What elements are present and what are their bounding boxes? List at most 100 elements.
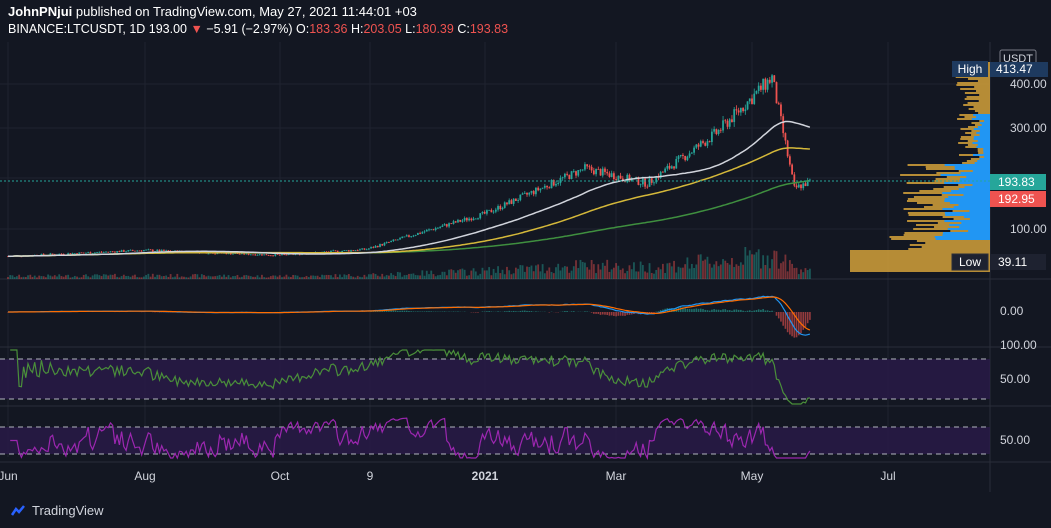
volume-bar xyxy=(240,276,243,279)
time-axis[interactable]: Jun Aug Oct 9 2021 Mar May Jul xyxy=(0,469,896,483)
candle-body xyxy=(142,250,145,252)
candle-body xyxy=(76,253,78,255)
candle-body xyxy=(686,156,689,161)
macd-histogram-bar xyxy=(806,312,809,324)
macd-histogram-bar xyxy=(793,312,796,338)
tradingview-logo[interactable]: TradingView xyxy=(10,503,104,518)
volume-bar xyxy=(423,275,426,279)
volume-bar xyxy=(592,264,595,279)
volume-profile-value-area xyxy=(942,234,990,236)
candle-body xyxy=(472,218,475,221)
candle-body xyxy=(167,250,170,252)
candle-body xyxy=(131,249,134,251)
macd-histogram-bar xyxy=(782,312,784,326)
candle-body xyxy=(261,254,263,256)
candle-body xyxy=(744,109,747,112)
volume-profile-value-area xyxy=(973,138,990,140)
volume-bar xyxy=(612,267,615,279)
volume-bar xyxy=(20,277,23,279)
macd-histogram-bar xyxy=(653,312,655,313)
volume-bar xyxy=(550,271,553,279)
candle-body xyxy=(508,200,511,205)
volume-bar xyxy=(526,266,528,279)
volume-bar xyxy=(521,265,524,279)
macd-histogram-bar xyxy=(728,310,731,312)
volume-bar xyxy=(586,267,589,279)
candle-body xyxy=(441,225,444,227)
candle-body xyxy=(474,218,477,220)
volume-bar xyxy=(403,275,406,279)
macd-histogram-bar xyxy=(521,310,524,312)
symbol-label[interactable]: BINANCE:LTCUSDT, 1D xyxy=(8,22,146,36)
volume-profile-value-area xyxy=(977,140,990,142)
chart-area[interactable]: USDT 400.00 300.00 100.00 413.47 High 19… xyxy=(0,42,1051,492)
candle-body xyxy=(232,253,234,255)
volume-bar xyxy=(330,275,332,279)
macd-histogram-bar xyxy=(566,311,568,312)
macd-histogram-bar xyxy=(619,312,622,316)
volume-profile-value-area xyxy=(958,188,990,190)
candle-body xyxy=(586,164,589,167)
volume-bar xyxy=(719,264,722,279)
volume-bar xyxy=(56,276,58,279)
candle-body xyxy=(809,179,811,181)
volume-bar xyxy=(486,270,488,279)
volume-bar xyxy=(768,268,771,279)
macd-histogram-bar xyxy=(379,311,381,312)
volume-bar xyxy=(359,276,361,279)
candle-body xyxy=(109,251,112,253)
volume-bar xyxy=(356,275,359,279)
volume-bar xyxy=(62,276,65,279)
macd-histogram-bar xyxy=(399,310,401,312)
volume-profile-row xyxy=(850,266,990,268)
candle-body xyxy=(457,219,459,223)
macd-histogram-bar xyxy=(570,311,573,312)
volume-bar xyxy=(105,274,107,279)
time-label-mar: Mar xyxy=(606,469,627,483)
candle-body xyxy=(588,166,591,168)
volume-bar xyxy=(49,275,52,279)
macd-histogram-bar xyxy=(610,312,613,316)
macd-histogram-bar xyxy=(711,309,713,312)
price-axis[interactable]: USDT 400.00 300.00 100.00 413.47 High 19… xyxy=(951,49,1048,271)
candle-body xyxy=(494,209,497,212)
volume-bar xyxy=(512,273,515,279)
candle-body xyxy=(336,250,339,253)
volume-profile-value-area xyxy=(969,210,990,212)
candle-body xyxy=(481,212,484,214)
volume-profile-value-area xyxy=(944,200,990,202)
volume-bar xyxy=(777,268,780,279)
volume-bar xyxy=(127,275,130,279)
candle-body xyxy=(116,251,119,253)
volume-bar xyxy=(617,265,620,279)
volume-bar xyxy=(782,261,785,279)
macd-histogram-bar xyxy=(731,310,733,312)
high-label: H: xyxy=(350,22,364,36)
volume-profile-value-area xyxy=(942,232,990,234)
macd-histogram-bar xyxy=(766,310,769,312)
candle-body xyxy=(49,253,52,255)
candle-body xyxy=(425,229,428,232)
time-label-may: May xyxy=(741,469,764,483)
volume-bar xyxy=(67,274,70,279)
high-tag xyxy=(952,61,988,77)
macd-histogram-bar xyxy=(385,310,388,312)
volume-bar xyxy=(374,273,377,279)
volume-bar xyxy=(142,276,145,279)
volume-bar xyxy=(775,251,778,279)
macd-histogram xyxy=(7,307,811,338)
ohlc-legend: BINANCE:LTCUSDT, 1D 193.00 ▼ −5.91 (−2.9… xyxy=(8,22,508,36)
macd-histogram-bar xyxy=(593,312,595,314)
macd-histogram-bar xyxy=(457,311,459,312)
macd-histogram-bar xyxy=(777,312,780,319)
candle-body xyxy=(537,187,540,191)
candle-body xyxy=(612,173,615,180)
volume-profile-value-area xyxy=(973,114,990,116)
volume-bar xyxy=(392,274,395,279)
candle-body xyxy=(263,254,266,256)
author-name[interactable]: JohnPNjui xyxy=(8,4,73,19)
time-label-aug: Aug xyxy=(134,469,155,483)
macd-histogram-bar xyxy=(503,311,506,312)
volume-bar xyxy=(238,277,241,279)
candle-body xyxy=(648,178,651,187)
